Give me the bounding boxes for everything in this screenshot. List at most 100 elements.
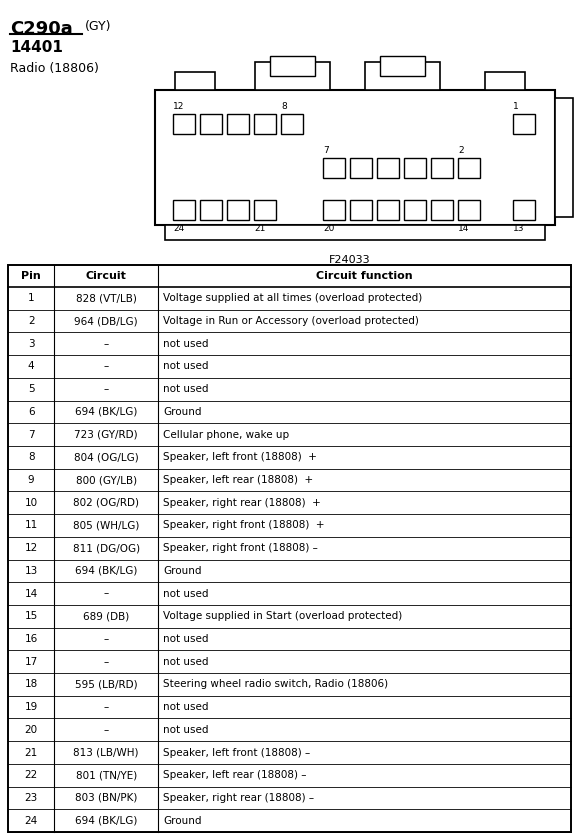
Text: –: – bbox=[104, 361, 109, 371]
Text: 694 (BK/LG): 694 (BK/LG) bbox=[75, 566, 137, 576]
Bar bbox=[270, 56, 315, 76]
Bar bbox=[227, 200, 249, 220]
Text: 802 (OG/RD): 802 (OG/RD) bbox=[73, 498, 139, 507]
Text: 20: 20 bbox=[24, 725, 38, 735]
Bar bbox=[281, 114, 303, 134]
Text: Voltage supplied at all times (overload protected): Voltage supplied at all times (overload … bbox=[163, 293, 423, 303]
Text: –: – bbox=[104, 589, 109, 599]
Text: –: – bbox=[104, 702, 109, 712]
Text: 13: 13 bbox=[24, 566, 38, 576]
Bar bbox=[323, 200, 345, 220]
Text: –: – bbox=[104, 634, 109, 644]
Text: 14: 14 bbox=[24, 589, 38, 599]
Text: C290a: C290a bbox=[10, 20, 73, 38]
Text: not used: not used bbox=[163, 702, 209, 712]
Bar bbox=[458, 200, 480, 220]
Text: Speaker, right front (18808) –: Speaker, right front (18808) – bbox=[163, 543, 318, 554]
Text: Steering wheel radio switch, Radio (18806): Steering wheel radio switch, Radio (1880… bbox=[163, 680, 389, 690]
Bar bbox=[513, 114, 535, 134]
Text: 805 (WH/LG): 805 (WH/LG) bbox=[73, 521, 140, 530]
Text: (GY): (GY) bbox=[85, 20, 112, 33]
Text: 595 (LB/RD): 595 (LB/RD) bbox=[75, 680, 138, 690]
Text: 811 (DG/OG): 811 (DG/OG) bbox=[73, 543, 140, 554]
Text: 21: 21 bbox=[254, 224, 265, 233]
Text: Ground: Ground bbox=[163, 566, 202, 576]
Text: 5: 5 bbox=[28, 384, 34, 394]
Text: Circuit function: Circuit function bbox=[316, 271, 413, 281]
Bar bbox=[173, 114, 195, 134]
Bar bbox=[254, 114, 276, 134]
Text: 9: 9 bbox=[28, 475, 34, 485]
Text: 8: 8 bbox=[28, 452, 34, 462]
Bar bbox=[350, 200, 372, 220]
Text: 14: 14 bbox=[458, 224, 470, 233]
Text: 1: 1 bbox=[513, 102, 519, 111]
Text: 694 (BK/LG): 694 (BK/LG) bbox=[75, 407, 137, 417]
Text: 14401: 14401 bbox=[10, 40, 63, 55]
Text: Speaker, right rear (18808)  +: Speaker, right rear (18808) + bbox=[163, 498, 321, 507]
Bar bbox=[404, 158, 426, 178]
Text: Radio (18806): Radio (18806) bbox=[10, 62, 99, 75]
Text: not used: not used bbox=[163, 657, 209, 667]
Text: Cellular phone, wake up: Cellular phone, wake up bbox=[163, 429, 290, 439]
Bar bbox=[485, 72, 525, 90]
Bar bbox=[431, 200, 453, 220]
Text: 10: 10 bbox=[24, 498, 38, 507]
Text: 12: 12 bbox=[173, 102, 184, 111]
Text: 24: 24 bbox=[24, 816, 38, 826]
Text: Ground: Ground bbox=[163, 407, 202, 417]
Text: 723 (GY/RD): 723 (GY/RD) bbox=[75, 429, 138, 439]
Text: –: – bbox=[104, 725, 109, 735]
Bar bbox=[173, 200, 195, 220]
Bar bbox=[323, 158, 345, 178]
Text: 803 (BN/PK): 803 (BN/PK) bbox=[75, 793, 137, 803]
Text: Speaker, left rear (18808)  +: Speaker, left rear (18808) + bbox=[163, 475, 313, 485]
Text: Voltage in Run or Accessory (overload protected): Voltage in Run or Accessory (overload pr… bbox=[163, 316, 419, 326]
Text: 18: 18 bbox=[24, 680, 38, 690]
Bar bbox=[255, 62, 330, 90]
Text: –: – bbox=[104, 339, 109, 349]
Text: Pin: Pin bbox=[21, 271, 41, 281]
Text: 13: 13 bbox=[513, 224, 525, 233]
Bar bbox=[513, 200, 535, 220]
Text: 7: 7 bbox=[323, 146, 329, 155]
Text: 11: 11 bbox=[24, 521, 38, 530]
Text: 828 (VT/LB): 828 (VT/LB) bbox=[76, 293, 137, 303]
Text: 19: 19 bbox=[24, 702, 38, 712]
Text: 800 (GY/LB): 800 (GY/LB) bbox=[76, 475, 137, 485]
Text: Speaker, left front (18808) –: Speaker, left front (18808) – bbox=[163, 748, 310, 758]
Text: 8: 8 bbox=[281, 102, 287, 111]
Bar bbox=[254, 200, 276, 220]
Text: 21: 21 bbox=[24, 748, 38, 758]
Bar bbox=[380, 56, 425, 76]
Text: –: – bbox=[104, 384, 109, 394]
Bar bbox=[377, 158, 399, 178]
Text: not used: not used bbox=[163, 725, 209, 735]
Text: Voltage supplied in Start (overload protected): Voltage supplied in Start (overload prot… bbox=[163, 612, 402, 622]
Bar bbox=[404, 200, 426, 220]
Text: Ground: Ground bbox=[163, 816, 202, 826]
Bar bbox=[365, 62, 440, 90]
Text: 15: 15 bbox=[24, 612, 38, 622]
Text: 804 (OG/LG): 804 (OG/LG) bbox=[74, 452, 138, 462]
Bar bbox=[165, 225, 545, 240]
Text: 22: 22 bbox=[24, 770, 38, 780]
Text: 3: 3 bbox=[28, 339, 34, 349]
Text: Speaker, right rear (18808) –: Speaker, right rear (18808) – bbox=[163, 793, 314, 803]
Bar bbox=[200, 114, 222, 134]
Text: –: – bbox=[104, 657, 109, 667]
Text: 964 (DB/LG): 964 (DB/LG) bbox=[75, 316, 138, 326]
Bar bbox=[555, 98, 573, 217]
Text: Speaker, left front (18808)  +: Speaker, left front (18808) + bbox=[163, 452, 317, 462]
Text: 23: 23 bbox=[24, 793, 38, 803]
Text: 16: 16 bbox=[24, 634, 38, 644]
Bar bbox=[350, 158, 372, 178]
Text: not used: not used bbox=[163, 339, 209, 349]
Bar bbox=[377, 200, 399, 220]
Text: 801 (TN/YE): 801 (TN/YE) bbox=[76, 770, 137, 780]
Bar bbox=[200, 200, 222, 220]
Text: 12: 12 bbox=[24, 543, 38, 554]
Bar bbox=[458, 158, 480, 178]
Bar bbox=[175, 72, 215, 90]
Text: F24033: F24033 bbox=[329, 255, 371, 265]
